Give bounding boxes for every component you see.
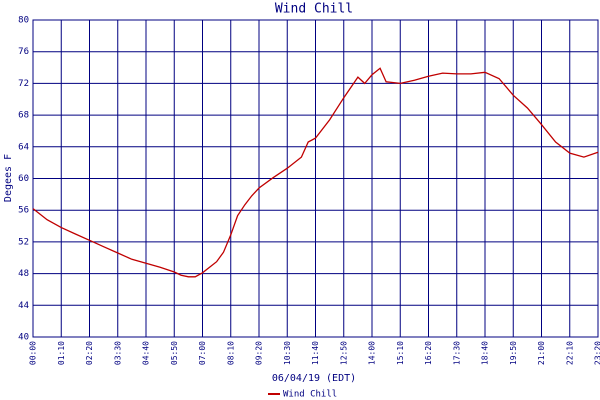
x-tick-label: 02:20 <box>85 341 94 365</box>
x-tick-label: 12:50 <box>339 341 348 365</box>
x-tick-label: 17:30 <box>452 341 461 365</box>
x-tick-label: 08:10 <box>226 341 235 365</box>
x-tick-label: 03:30 <box>113 341 122 365</box>
y-tick-label: 80 <box>18 16 29 26</box>
y-tick-label: 52 <box>18 237 29 247</box>
x-tick-label: 22:10 <box>565 341 574 365</box>
x-tick-label: 10:30 <box>283 341 292 365</box>
y-tick-label: 76 <box>18 47 29 57</box>
x-tick-label: 01:10 <box>57 341 66 365</box>
chart-title: Wind Chill <box>275 2 353 17</box>
y-tick-label: 64 <box>18 142 29 152</box>
x-tick-label: 16:20 <box>424 341 433 365</box>
x-tick-label: 05:50 <box>170 341 179 365</box>
y-tick-label: 56 <box>18 206 29 216</box>
y-tick-label: 40 <box>18 333 29 343</box>
legend-label: Wind Chill <box>283 390 337 400</box>
x-tick-label: 21:00 <box>537 341 546 365</box>
y-axis-label: Degees F <box>3 154 14 202</box>
x-tick-label: 04:40 <box>142 341 151 365</box>
x-tick-label: 23:20 <box>594 341 600 365</box>
y-tick-label: 68 <box>18 111 29 121</box>
x-tick-label: 11:40 <box>311 341 320 365</box>
x-tick-label: 19:50 <box>509 341 518 365</box>
x-tick-label: 18:40 <box>481 341 490 365</box>
x-axis-label: 06/04/19 (EDT) <box>272 373 356 384</box>
x-tick-label: 09:20 <box>255 341 264 365</box>
x-tick-label: 15:10 <box>396 341 405 365</box>
y-tick-label: 44 <box>18 301 29 311</box>
y-tick-label: 60 <box>18 174 29 184</box>
y-tick-label: 48 <box>18 269 29 279</box>
x-tick-label: 14:00 <box>368 341 377 365</box>
x-tick-label: 07:00 <box>198 341 207 365</box>
data-line <box>32 67 599 278</box>
x-tick-label: 00:00 <box>29 341 38 365</box>
y-tick-label: 72 <box>18 79 29 89</box>
